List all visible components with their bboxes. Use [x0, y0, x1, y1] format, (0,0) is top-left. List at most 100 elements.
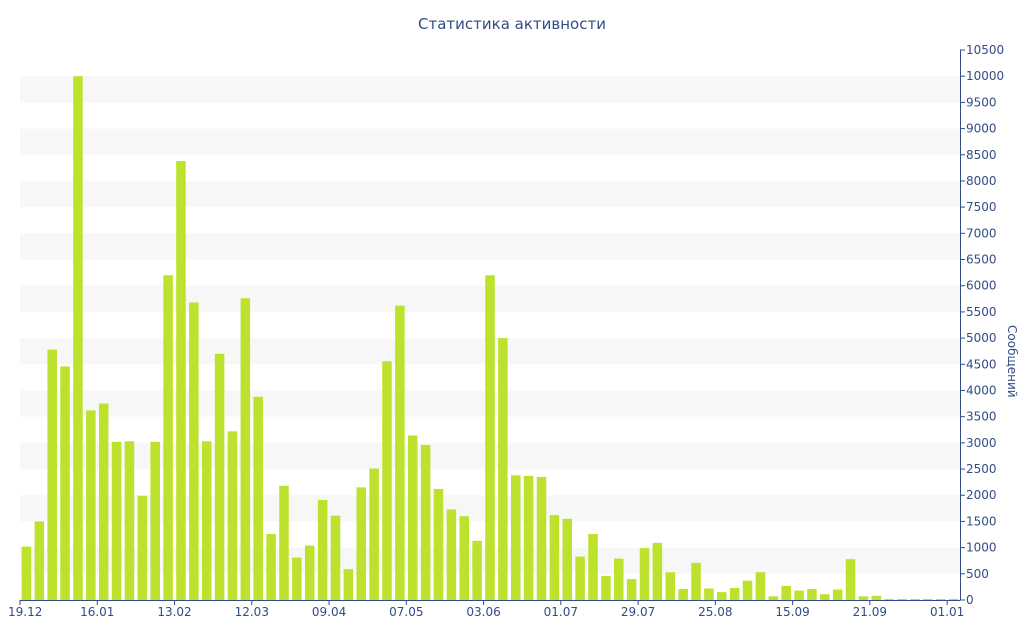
bar[interactable] — [588, 534, 598, 600]
y-tick-label: 10000 — [966, 69, 1004, 83]
bar[interactable] — [47, 349, 57, 600]
y-tick-label: 4000 — [966, 383, 997, 397]
x-tick-label: 09.04 — [312, 605, 346, 619]
x-tick-label: 19.12 — [8, 605, 42, 619]
y-ticks: 0 500 1000 1500 2000 2500 3000 3500 4000 4500 5000… — [960, 43, 1004, 607]
bar[interactable] — [433, 488, 444, 600]
y-tick-label: 2000 — [966, 488, 997, 502]
bar[interactable] — [356, 487, 366, 600]
bar[interactable] — [34, 521, 45, 600]
bar[interactable] — [330, 515, 341, 600]
bar[interactable] — [124, 441, 135, 600]
bar[interactable] — [729, 587, 740, 600]
y-tick-label: 9500 — [966, 95, 997, 109]
y-tick-label: 5000 — [966, 331, 997, 345]
bar[interactable] — [253, 396, 263, 600]
bar[interactable] — [150, 441, 160, 600]
x-tick-label: 07.05 — [389, 605, 423, 619]
bar[interactable] — [794, 590, 804, 600]
y-tick-label: 1000 — [966, 541, 997, 555]
bar[interactable] — [614, 558, 624, 600]
bar[interactable] — [304, 545, 315, 600]
bar[interactable] — [536, 476, 547, 600]
y-tick-label: 1500 — [966, 514, 997, 528]
bar[interactable] — [485, 275, 495, 600]
bar[interactable] — [897, 598, 907, 600]
bar[interactable] — [163, 275, 173, 600]
bar[interactable] — [459, 516, 470, 600]
bar[interactable] — [768, 596, 779, 600]
bar[interactable] — [832, 589, 843, 600]
bar[interactable] — [820, 594, 830, 600]
bar[interactable] — [317, 499, 328, 600]
bar[interactable] — [279, 485, 289, 600]
x-tick-label: 16.01 — [80, 605, 114, 619]
bar[interactable] — [639, 548, 650, 600]
bar[interactable] — [292, 557, 302, 600]
bar[interactable] — [948, 598, 959, 600]
grid-band — [20, 233, 960, 260]
bar[interactable] — [86, 410, 96, 600]
bar[interactable] — [369, 468, 379, 600]
y-tick-label: 500 — [966, 567, 989, 581]
bar[interactable] — [652, 542, 663, 600]
bar[interactable] — [189, 302, 199, 600]
y-tick-label: 6000 — [966, 279, 997, 293]
bar[interactable] — [910, 598, 920, 600]
bar[interactable] — [717, 592, 727, 600]
bar[interactable] — [201, 441, 212, 600]
x-tick-label: 12.03 — [235, 605, 269, 619]
bar[interactable] — [601, 575, 611, 600]
y-tick-label: 0 — [966, 593, 974, 607]
bar[interactable] — [704, 588, 714, 600]
bar[interactable] — [266, 534, 276, 600]
bar[interactable] — [549, 515, 560, 600]
x-tick-label: 21.09 — [853, 605, 887, 619]
bar[interactable] — [691, 562, 701, 600]
bar[interactable] — [60, 366, 70, 600]
bar[interactable] — [871, 595, 882, 600]
bar[interactable] — [137, 495, 148, 600]
bar[interactable] — [781, 585, 791, 600]
bar[interactable] — [510, 475, 521, 600]
y-tick-label: 2500 — [966, 462, 997, 476]
y-tick-label: 10500 — [966, 43, 1004, 57]
bar[interactable] — [343, 569, 354, 600]
bar[interactable] — [73, 76, 83, 600]
y-tick-label: 6500 — [966, 253, 997, 267]
bar[interactable] — [176, 161, 186, 601]
bar[interactable] — [227, 431, 238, 600]
bar[interactable] — [498, 338, 508, 600]
bar[interactable] — [446, 509, 457, 600]
bar[interactable] — [523, 475, 534, 600]
bar[interactable] — [214, 353, 225, 600]
x-ticks: 19.12 16.01 13.02 12.03 09.04 07.05 03.06 01.07… — [8, 600, 964, 619]
bar[interactable] — [665, 572, 676, 600]
bar[interactable] — [407, 435, 418, 600]
bar[interactable] — [240, 298, 251, 600]
bar[interactable] — [884, 598, 894, 600]
bar[interactable] — [111, 441, 122, 600]
bar[interactable] — [98, 403, 109, 600]
bar[interactable] — [21, 546, 32, 600]
x-tick-label: 13.02 — [157, 605, 191, 619]
bar[interactable] — [935, 598, 946, 600]
bar[interactable] — [472, 540, 482, 600]
bar[interactable] — [807, 589, 817, 600]
bar[interactable] — [858, 596, 869, 600]
grid-band — [20, 128, 960, 155]
bar[interactable] — [742, 580, 753, 600]
bar[interactable] — [755, 572, 766, 600]
bar[interactable] — [382, 361, 392, 600]
grid-band — [20, 180, 960, 208]
bar[interactable] — [575, 556, 585, 600]
bar[interactable] — [678, 589, 688, 600]
bar[interactable] — [562, 518, 573, 600]
bar[interactable] — [420, 444, 431, 600]
bar[interactable] — [923, 598, 933, 600]
y-tick-label: 9000 — [966, 122, 997, 136]
bar[interactable] — [395, 305, 405, 600]
bar[interactable] — [845, 559, 856, 600]
bar[interactable] — [626, 579, 637, 600]
